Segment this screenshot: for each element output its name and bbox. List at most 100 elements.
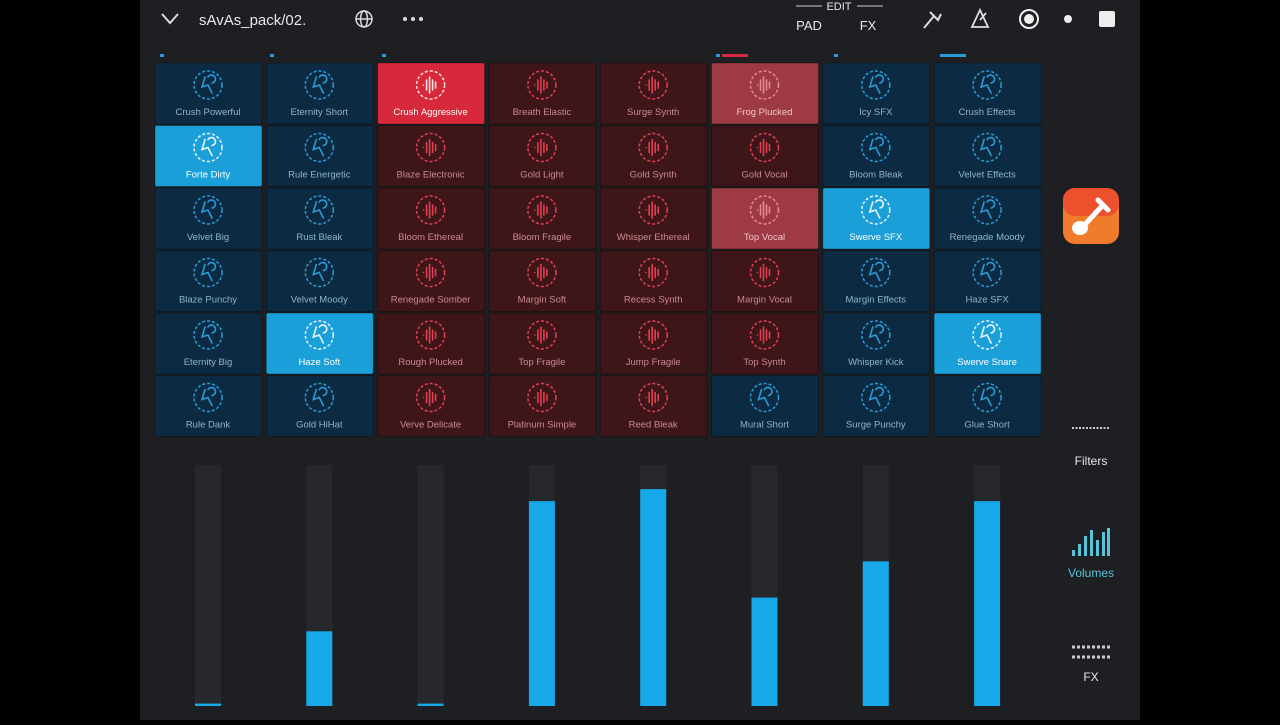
fader-track xyxy=(417,465,444,706)
pad[interactable]: Breath Elastic xyxy=(488,62,597,125)
pad[interactable]: Rule Energetic xyxy=(265,125,374,187)
pad[interactable]: Gold Synth xyxy=(599,125,708,187)
metronome-icon[interactable] xyxy=(970,7,990,28)
pad-glyph xyxy=(312,386,328,407)
pad[interactable]: Glue Short xyxy=(933,375,1042,437)
pad[interactable]: Crush Effects xyxy=(933,62,1042,125)
pad[interactable]: Velvet Big xyxy=(154,187,263,250)
fader-level[interactable] xyxy=(417,703,444,706)
fader-level[interactable] xyxy=(974,501,1001,706)
pad-glyph xyxy=(979,199,996,219)
pad[interactable]: Renegade Somber xyxy=(377,250,486,312)
pad-label: Forte Dirty xyxy=(186,170,231,181)
pad[interactable]: Gold Light xyxy=(488,125,597,187)
volumes-button[interactable]: Volumes xyxy=(1068,566,1114,580)
pad[interactable]: Rule Dank xyxy=(154,375,263,437)
tuner-icon[interactable] xyxy=(923,11,942,29)
pad-background xyxy=(154,125,263,187)
pad[interactable]: Reed Bleak xyxy=(599,375,708,437)
garageband-icon[interactable] xyxy=(1063,188,1119,244)
more-icon[interactable] xyxy=(403,17,423,21)
fx-button[interactable]: FX xyxy=(860,18,877,33)
pad-background xyxy=(822,62,931,125)
pad[interactable]: Whisper Ethereal xyxy=(599,187,708,250)
pad-icon xyxy=(527,320,557,350)
pad[interactable]: Gold HiHat xyxy=(265,375,374,437)
pad[interactable]: Icy SFX xyxy=(822,62,931,125)
pad[interactable]: Eternity Short xyxy=(265,62,374,125)
pad-icon xyxy=(638,132,668,163)
pad-label: Crush Powerful xyxy=(176,107,241,118)
fader-level[interactable] xyxy=(751,597,778,706)
play-indicator[interactable] xyxy=(1064,15,1072,23)
pad[interactable]: Margin Vocal xyxy=(711,250,819,312)
pad[interactable]: Velvet Moody xyxy=(265,250,374,312)
pad[interactable]: Swerve SFX xyxy=(822,187,931,250)
pad-glyph xyxy=(645,263,659,282)
pad-glyph xyxy=(200,261,217,282)
fx-panel-icon[interactable] xyxy=(1072,645,1110,659)
pad[interactable]: Eternity Big xyxy=(154,312,263,375)
pad[interactable]: Margin Soft xyxy=(488,250,597,312)
pad[interactable]: Renegade Moody xyxy=(933,187,1042,250)
pad[interactable]: Rough Plucked xyxy=(377,312,486,375)
pad-background xyxy=(822,125,931,187)
stop-button[interactable] xyxy=(1099,11,1115,27)
pad-icon xyxy=(861,132,891,163)
pad[interactable]: Crush Aggressive xyxy=(377,62,486,125)
pad-button[interactable]: PAD xyxy=(796,18,822,33)
pad[interactable]: Top Synth xyxy=(711,312,819,375)
pad-label: Eternity Big xyxy=(184,357,233,368)
pad-label: Bloom Bleak xyxy=(849,170,903,181)
fader-level[interactable] xyxy=(528,501,555,706)
pad-label: Bloom Ethereal xyxy=(398,232,463,243)
pad-label: Velvet Moody xyxy=(291,295,348,306)
pad-icon xyxy=(527,195,557,225)
pad-icon xyxy=(638,382,668,413)
pad[interactable]: Platinum Simple xyxy=(488,375,597,437)
fx-panel-button[interactable]: FX xyxy=(1083,670,1098,684)
pad-icon xyxy=(527,132,557,163)
pad[interactable]: Frog Plucked xyxy=(711,62,819,125)
pad[interactable]: Forte Dirty xyxy=(154,125,263,187)
pad-icon xyxy=(527,257,557,288)
pad[interactable]: Rust Bleak xyxy=(265,187,374,250)
globe-icon[interactable] xyxy=(355,10,373,28)
filters-button[interactable]: Filters xyxy=(1075,454,1108,468)
pad-label: Blaze Electronic xyxy=(397,170,465,181)
pad[interactable]: Surge Punchy xyxy=(822,375,931,437)
pad-background xyxy=(822,375,931,437)
pad[interactable]: Top Fragile xyxy=(488,312,597,375)
fader-level[interactable] xyxy=(306,631,333,706)
column-indicator xyxy=(270,54,274,57)
pad[interactable]: Whisper Kick xyxy=(822,312,931,375)
pad[interactable]: Velvet Effects xyxy=(933,125,1042,187)
pad-background xyxy=(265,250,374,312)
fader-level[interactable] xyxy=(862,561,889,706)
pad[interactable]: Verve Delicate xyxy=(377,375,486,437)
pad-background xyxy=(711,125,819,187)
pad[interactable]: Haze Soft xyxy=(265,312,374,375)
pad[interactable]: Swerve Snare xyxy=(933,312,1042,375)
pad[interactable]: Top Vocal xyxy=(711,187,819,250)
pad[interactable]: Blaze Punchy xyxy=(154,250,263,312)
pad[interactable]: Bloom Ethereal xyxy=(377,187,486,250)
pad[interactable]: Crush Powerful xyxy=(154,62,263,125)
pad[interactable]: Mural Short xyxy=(711,375,819,437)
pad[interactable]: Gold Vocal xyxy=(711,125,819,187)
pad[interactable]: Blaze Electronic xyxy=(377,125,486,187)
volumes-icon[interactable] xyxy=(1072,528,1110,556)
pad-glyph xyxy=(868,74,884,94)
pad[interactable]: Recess Synth xyxy=(599,250,708,312)
pad[interactable]: Bloom Fragile xyxy=(488,187,597,250)
pad[interactable]: Haze SFX xyxy=(933,250,1042,312)
pad[interactable]: Bloom Bleak xyxy=(822,125,931,187)
pad-background xyxy=(265,375,374,437)
fader-level[interactable] xyxy=(195,703,221,706)
pad[interactable]: Margin Effects xyxy=(822,250,931,312)
pad[interactable]: Jump Fragile xyxy=(599,312,708,375)
record-button[interactable] xyxy=(1019,9,1039,29)
back-chevron[interactable] xyxy=(161,13,179,25)
fader-level[interactable] xyxy=(640,489,667,706)
pad[interactable]: Surge Synth xyxy=(599,62,708,125)
